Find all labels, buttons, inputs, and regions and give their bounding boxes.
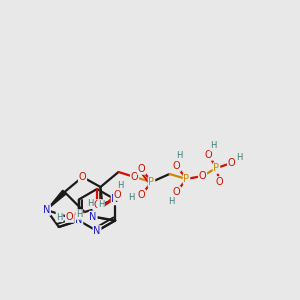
Text: O: O: [93, 200, 101, 210]
Text: O: O: [114, 190, 121, 200]
Text: H: H: [76, 210, 83, 219]
Text: O: O: [205, 150, 212, 160]
Text: N: N: [112, 194, 119, 205]
Text: N: N: [75, 215, 82, 226]
Text: P: P: [148, 177, 154, 187]
Text: N: N: [89, 212, 97, 221]
Polygon shape: [46, 190, 66, 210]
Text: O: O: [66, 212, 73, 222]
Text: P: P: [184, 174, 190, 184]
Text: H: H: [168, 197, 175, 206]
Text: H: H: [87, 199, 93, 208]
Text: H: H: [210, 142, 217, 151]
Text: H: H: [117, 181, 124, 190]
Text: N: N: [93, 226, 101, 236]
Text: H: H: [128, 194, 135, 202]
Text: N: N: [43, 205, 50, 215]
Text: H: H: [56, 212, 63, 221]
Text: O: O: [216, 177, 223, 187]
Text: O: O: [138, 164, 145, 174]
Text: P: P: [214, 163, 220, 173]
Text: O: O: [228, 158, 235, 168]
Text: H: H: [236, 152, 243, 161]
Text: O: O: [199, 171, 206, 181]
Text: H: H: [176, 152, 183, 160]
Text: O: O: [173, 187, 180, 197]
Text: O: O: [173, 161, 180, 171]
Text: O: O: [131, 172, 138, 182]
Text: O: O: [79, 172, 86, 182]
Text: H: H: [98, 200, 104, 209]
Text: O: O: [138, 190, 145, 200]
Polygon shape: [103, 194, 119, 207]
